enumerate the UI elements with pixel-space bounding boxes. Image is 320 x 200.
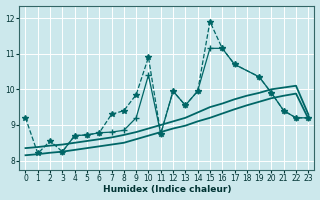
X-axis label: Humidex (Indice chaleur): Humidex (Indice chaleur) <box>103 185 231 194</box>
